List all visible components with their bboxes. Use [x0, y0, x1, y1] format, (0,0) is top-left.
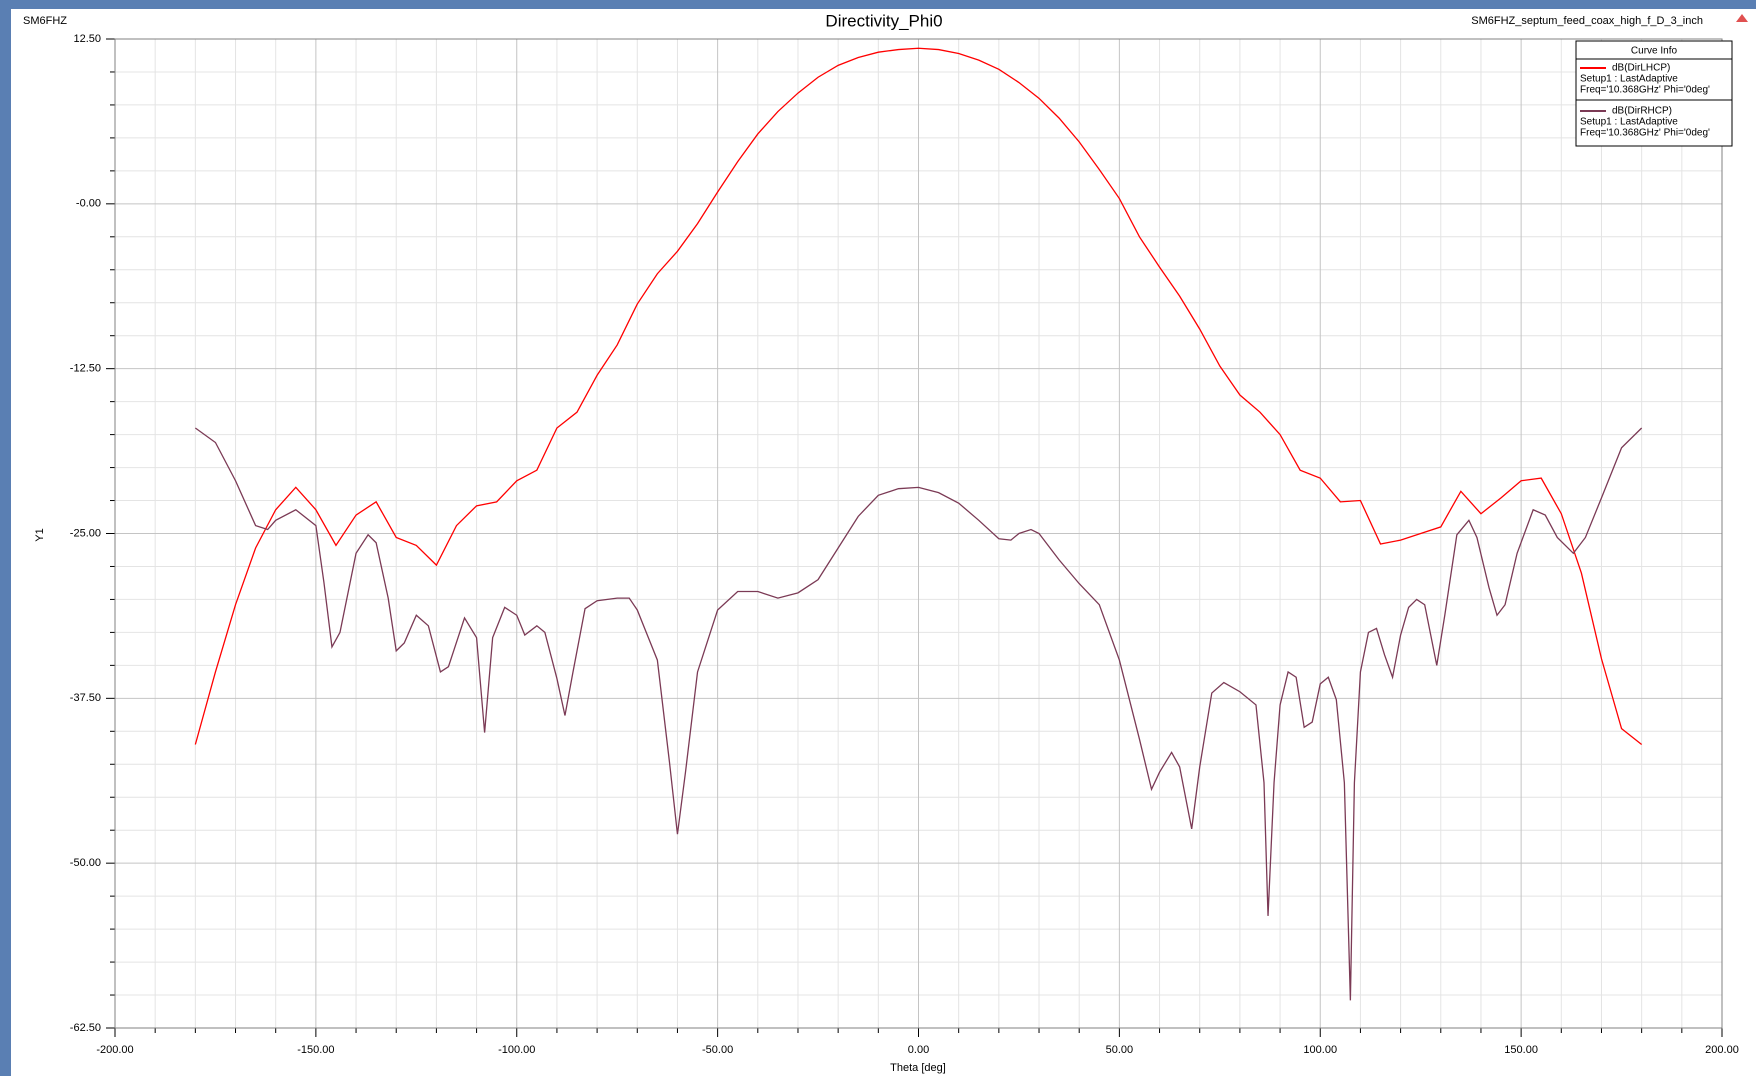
x-tick-label: 100.00	[1303, 1044, 1337, 1056]
legend-setup: Setup1 : LastAdaptive	[1580, 74, 1678, 85]
x-tick-label: 200.00	[1705, 1044, 1739, 1056]
y-tick-label: -62.50	[70, 1022, 101, 1034]
y-tick-label: -12.50	[70, 363, 101, 375]
y-axis-label: Y1	[34, 528, 46, 541]
y-tick-label: -25.00	[70, 527, 101, 539]
panel	[11, 9, 1756, 1076]
plot-frame	[114, 38, 1723, 1029]
x-tick-label: 150.00	[1504, 1044, 1538, 1056]
x-tick-label: -50.00	[702, 1044, 733, 1056]
y-tick-label: -37.50	[70, 692, 101, 704]
y-tick-label: 12.50	[73, 33, 101, 45]
legend-entry: dB(DirRHCP)	[1612, 106, 1672, 117]
data-line	[194, 427, 1643, 1001]
project-label: SM6FHZ	[23, 15, 67, 27]
x-tick-label: 50.00	[1106, 1044, 1134, 1056]
design-label: SM6FHZ_septum_feed_coax_high_f_D_3_inch	[1471, 15, 1703, 27]
plot-area	[194, 47, 1643, 1001]
y-tick-label: -50.00	[70, 857, 101, 869]
x-tick-label: -200.00	[96, 1044, 133, 1056]
legend-params: Freq='10.368GHz' Phi='0deg'	[1580, 85, 1710, 96]
x-axis-label: Theta [deg]	[890, 1062, 946, 1074]
chart-title: Directivity_Phi0	[825, 11, 942, 30]
legend-params: Freq='10.368GHz' Phi='0deg'	[1580, 128, 1710, 139]
legend-setup: Setup1 : LastAdaptive	[1580, 117, 1678, 128]
x-tick-label: -100.00	[498, 1044, 535, 1056]
x-tick-label: 0.00	[908, 1044, 929, 1056]
grid: -200.00 -150.00 -100.00 -50.00 0.00 50.00 100.…	[70, 33, 1739, 1056]
warning-icon	[1736, 14, 1748, 22]
x-tick-label: -150.00	[297, 1044, 334, 1056]
data-line	[194, 47, 1643, 746]
y-tick-label: -0.00	[76, 198, 101, 210]
legend-entry: dB(DirLHCP)	[1612, 63, 1670, 74]
legend-title: Curve Info	[1631, 46, 1678, 57]
